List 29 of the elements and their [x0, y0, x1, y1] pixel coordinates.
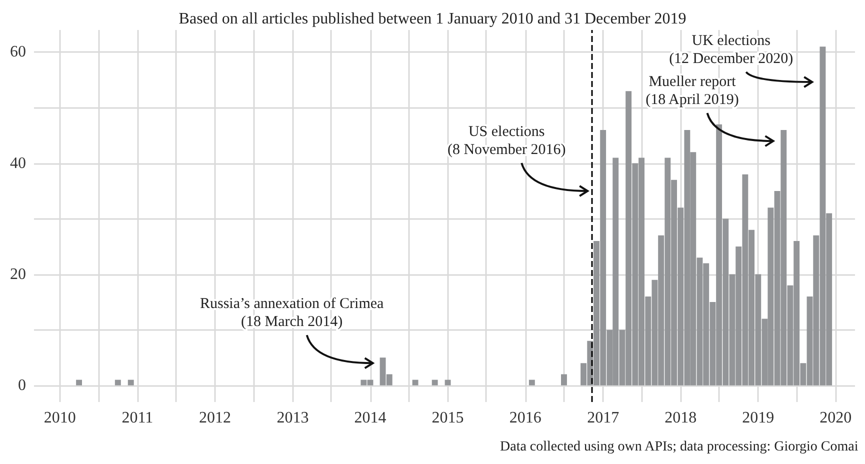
x-tick-label: 2014 [354, 410, 386, 426]
y-tick-label: 20 [10, 266, 26, 283]
bar [128, 380, 134, 386]
y-tick-label: 60 [10, 44, 26, 61]
y-tick-label: 40 [10, 154, 26, 172]
x-tick-label: 2012 [198, 410, 231, 426]
x-tick-label: 2010 [44, 410, 76, 426]
x-tick-label: 2019 [742, 410, 774, 426]
bar [444, 380, 451, 386]
annotation: US elections (8 November 2016) [447, 124, 566, 158]
bar [114, 380, 121, 386]
x-tick-label: 2013 [276, 410, 309, 426]
x-tick-label: 2020 [820, 410, 852, 426]
chart-title: Based on all articles published between 1 January 2010 and 31 December 2019 [178, 10, 686, 28]
x-tick-label: 2011 [122, 410, 154, 426]
annotation: UK elections (12 December 2020) [669, 33, 794, 67]
bar [528, 380, 535, 386]
annotation: Mueller report (18 April 2019) [646, 74, 739, 108]
x-tick-label: 2016 [509, 410, 542, 426]
bar [432, 380, 438, 386]
x-tick-label: 2015 [432, 410, 464, 426]
x-tick-label: 2017 [587, 410, 620, 426]
annotation: Russia’s annexation of Crimea (18 March 2014) [200, 296, 384, 330]
y-tick-label: 0 [18, 376, 26, 394]
bar [412, 380, 418, 386]
bar [76, 380, 82, 386]
bar [561, 374, 567, 386]
text: Data collected using own APIs; data processing: Giorgio Comai [500, 440, 858, 454]
x-tick-label: 2018 [664, 410, 697, 426]
